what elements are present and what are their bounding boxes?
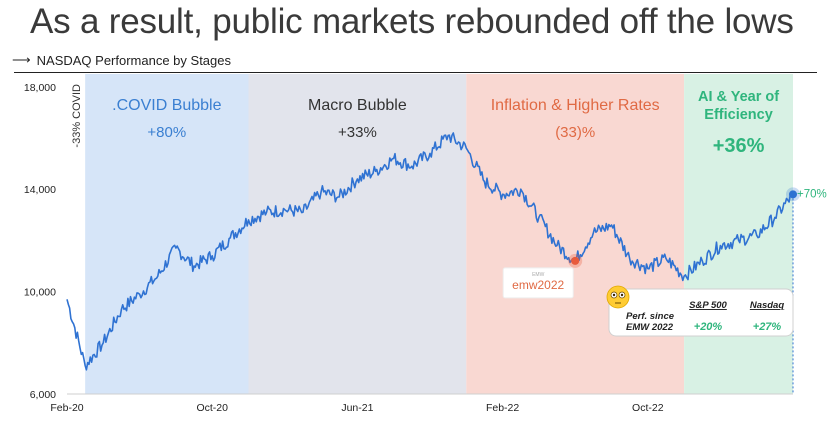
stage-label-ai-line1: AI & Year of [698, 89, 779, 105]
stage-band-2 [248, 74, 467, 394]
stage-band-1 [85, 74, 249, 394]
perf-col2-header: Nasdaq [750, 300, 785, 311]
flushed-face-pupil-left [612, 293, 616, 297]
end-point [789, 190, 797, 199]
y-tick-label-1: 10,000 [24, 287, 56, 299]
y-tick-label-0: 6,000 [30, 389, 56, 401]
x-tick-label-3: Feb-22 [486, 402, 519, 414]
stage-pct-covid-bubble: +80% [147, 124, 186, 141]
emw-logo-box [502, 267, 574, 299]
perf-label-line1: Perf. since [626, 311, 675, 322]
page-title: As a result, public markets rebounded of… [30, 2, 794, 41]
x-tick-label-2: Jun-21 [341, 402, 373, 414]
flushed-face-icon [606, 285, 630, 309]
perf-label-line2: EMW 2022 [626, 322, 674, 333]
x-tick-label-1: Oct-20 [196, 402, 228, 414]
emw-logo-text: emw2022 [512, 278, 564, 292]
nasdaq-series-line [66, 132, 794, 371]
x-tick-label-0: Feb-20 [50, 402, 83, 414]
chart-subtitle-text: NASDAQ Performance by Stages [36, 52, 231, 68]
stage-band-0 [67, 74, 86, 394]
subtitle-rule [14, 72, 817, 73]
emw-logo-small: EMW [532, 272, 545, 278]
stage-label-covid-bubble: .COVID Bubble [112, 97, 221, 114]
y-tick-label-2: 14,000 [24, 184, 56, 196]
y-tick-label-3: 18,000 [24, 82, 56, 94]
end-label: +70% [797, 188, 827, 200]
stage-band-3 [466, 74, 685, 394]
perf-box [608, 288, 794, 337]
long-arrow-icon: ⟶ [12, 52, 31, 67]
stage-label-macro-bubble: Macro Bubble [308, 97, 407, 114]
perf-col1-header: S&P 500 [689, 300, 727, 311]
x-tick-label-4: Oct-22 [632, 402, 664, 414]
stage-pct-inflation: (33)% [555, 124, 595, 141]
stage-label-covid-crash: -33% COVID [71, 84, 83, 148]
stage-band-4 [684, 74, 793, 394]
stage-label-ai-line2: Efficiency [704, 107, 773, 123]
perf-col1-value: +20% [694, 321, 723, 333]
stage-pct-ai: +36% [713, 135, 765, 157]
stage-label-inflation: Inflation & Higher Rates [491, 97, 660, 114]
flushed-face-pupil-right [620, 293, 624, 297]
chart-subtitle: ⟶ NASDAQ Performance by Stages [12, 52, 231, 68]
perf-col2-value: +27% [753, 321, 782, 333]
stage-pct-macro-bubble: +33% [338, 124, 377, 141]
emw-marker [571, 256, 580, 265]
